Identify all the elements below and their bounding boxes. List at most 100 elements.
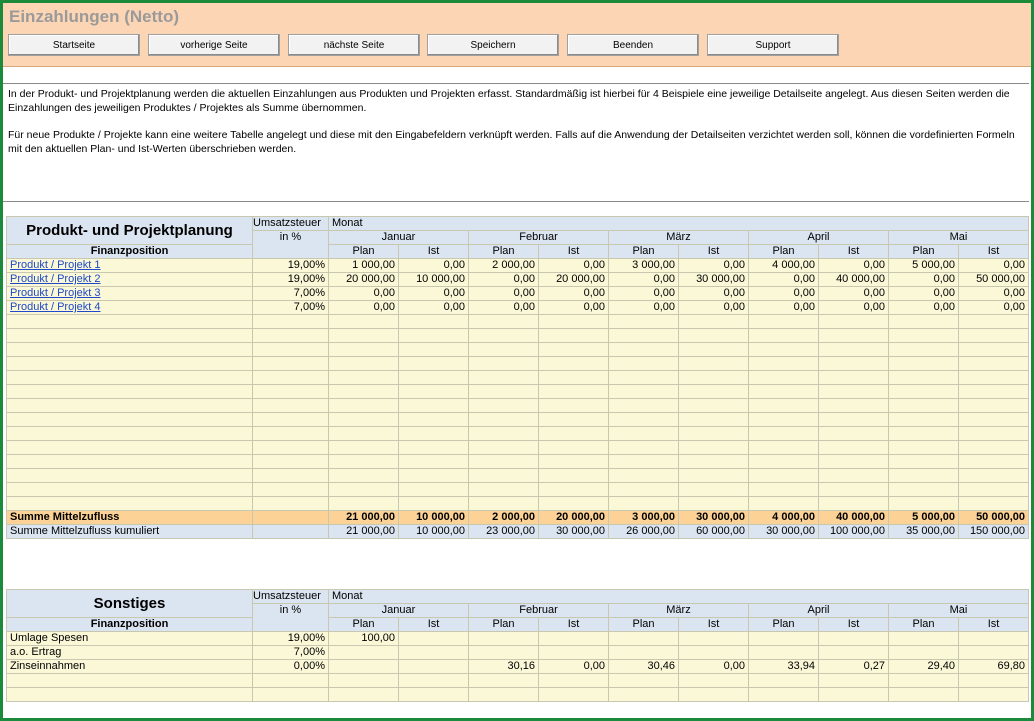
empty-cell[interactable] [958, 342, 1029, 357]
empty-cell[interactable] [678, 384, 749, 399]
cell-value[interactable]: 0,00 [538, 300, 609, 315]
empty-cell[interactable] [608, 342, 679, 357]
empty-cell[interactable] [398, 426, 469, 441]
empty-cell[interactable] [328, 496, 399, 511]
empty-cell[interactable] [538, 398, 609, 413]
cell-value[interactable]: 3 000,00 [608, 258, 679, 273]
empty-cell[interactable] [252, 384, 329, 399]
empty-cell[interactable] [252, 328, 329, 343]
empty-cell[interactable] [818, 328, 889, 343]
empty-cell[interactable] [468, 398, 539, 413]
empty-cell[interactable] [398, 440, 469, 455]
cell-value[interactable]: 30,16 [468, 659, 539, 674]
empty-cell[interactable] [398, 328, 469, 343]
cell-value[interactable] [818, 631, 889, 646]
empty-cell[interactable] [958, 356, 1029, 371]
empty-cell[interactable] [888, 398, 959, 413]
empty-cell[interactable] [888, 342, 959, 357]
cell-value[interactable]: 0,00 [328, 300, 399, 315]
cell-value[interactable]: 0,00 [468, 300, 539, 315]
empty-cell[interactable] [608, 384, 679, 399]
empty-cell[interactable] [888, 482, 959, 497]
empty-cell[interactable] [468, 482, 539, 497]
empty-cell[interactable] [678, 426, 749, 441]
empty-cell[interactable] [538, 482, 609, 497]
empty-cell[interactable] [252, 314, 329, 329]
empty-cell[interactable] [888, 412, 959, 427]
cell-value[interactable] [888, 631, 959, 646]
empty-cell[interactable] [252, 342, 329, 357]
empty-cell[interactable] [328, 468, 399, 483]
empty-cell[interactable] [328, 454, 399, 469]
empty-cell[interactable] [468, 314, 539, 329]
empty-cell[interactable] [538, 454, 609, 469]
empty-cell[interactable] [538, 412, 609, 427]
empty-cell[interactable] [252, 468, 329, 483]
startseite-button[interactable]: Startseite [8, 34, 140, 56]
cell-value[interactable]: 0,00 [678, 286, 749, 301]
support-button[interactable]: Support [707, 34, 839, 56]
cell-value[interactable] [608, 631, 679, 646]
cell-value[interactable]: 0,00 [398, 258, 469, 273]
empty-cell[interactable] [818, 398, 889, 413]
empty-cell[interactable] [328, 328, 399, 343]
empty-cell[interactable] [398, 496, 469, 511]
empty-cell[interactable] [328, 398, 399, 413]
cell-value[interactable]: 0,00 [608, 272, 679, 287]
empty-cell[interactable] [958, 398, 1029, 413]
empty-cell[interactable] [328, 482, 399, 497]
empty-cell[interactable] [252, 356, 329, 371]
empty-cell[interactable] [538, 496, 609, 511]
empty-cell[interactable] [608, 356, 679, 371]
cell-value[interactable]: 0,00 [958, 300, 1029, 315]
empty-cell[interactable] [888, 384, 959, 399]
empty-cell[interactable] [678, 482, 749, 497]
empty-cell[interactable] [538, 384, 609, 399]
empty-cell[interactable] [888, 328, 959, 343]
cell-value[interactable]: 0,00 [538, 258, 609, 273]
empty-cell[interactable] [958, 384, 1029, 399]
empty-cell[interactable] [468, 356, 539, 371]
empty-cell[interactable] [958, 468, 1029, 483]
empty-cell[interactable] [748, 687, 819, 702]
empty-cell[interactable] [818, 687, 889, 702]
empty-cell[interactable] [818, 496, 889, 511]
exit-button[interactable]: Beenden [567, 34, 699, 56]
empty-cell[interactable] [6, 384, 253, 399]
empty-cell[interactable] [818, 454, 889, 469]
empty-cell[interactable] [748, 496, 819, 511]
cell-value[interactable]: 0,00 [748, 272, 819, 287]
project-link[interactable]: Produkt / Projekt 3 [6, 286, 253, 301]
empty-cell[interactable] [328, 412, 399, 427]
empty-cell[interactable] [748, 342, 819, 357]
empty-cell[interactable] [6, 454, 253, 469]
empty-cell[interactable] [6, 426, 253, 441]
empty-cell[interactable] [468, 384, 539, 399]
cell-value[interactable] [678, 645, 749, 660]
cell-value[interactable]: 0,00 [888, 286, 959, 301]
empty-cell[interactable] [608, 440, 679, 455]
project-link[interactable]: Produkt / Projekt 1 [6, 258, 253, 273]
cell-value[interactable]: 0,00 [678, 258, 749, 273]
empty-cell[interactable] [888, 356, 959, 371]
empty-cell[interactable] [468, 673, 539, 688]
empty-cell[interactable] [398, 342, 469, 357]
empty-cell[interactable] [748, 454, 819, 469]
empty-cell[interactable] [958, 687, 1029, 702]
empty-cell[interactable] [958, 314, 1029, 329]
empty-cell[interactable] [608, 314, 679, 329]
cell-value[interactable]: 0,00 [888, 272, 959, 287]
empty-cell[interactable] [538, 370, 609, 385]
cell-value[interactable] [748, 631, 819, 646]
cell-value[interactable] [958, 645, 1029, 660]
empty-cell[interactable] [818, 673, 889, 688]
cell-value[interactable] [398, 645, 469, 660]
empty-cell[interactable] [252, 370, 329, 385]
empty-cell[interactable] [468, 370, 539, 385]
empty-cell[interactable] [748, 440, 819, 455]
empty-cell[interactable] [6, 314, 253, 329]
empty-cell[interactable] [678, 440, 749, 455]
cell-value[interactable]: 0,00 [818, 286, 889, 301]
empty-cell[interactable] [6, 398, 253, 413]
empty-cell[interactable] [328, 384, 399, 399]
